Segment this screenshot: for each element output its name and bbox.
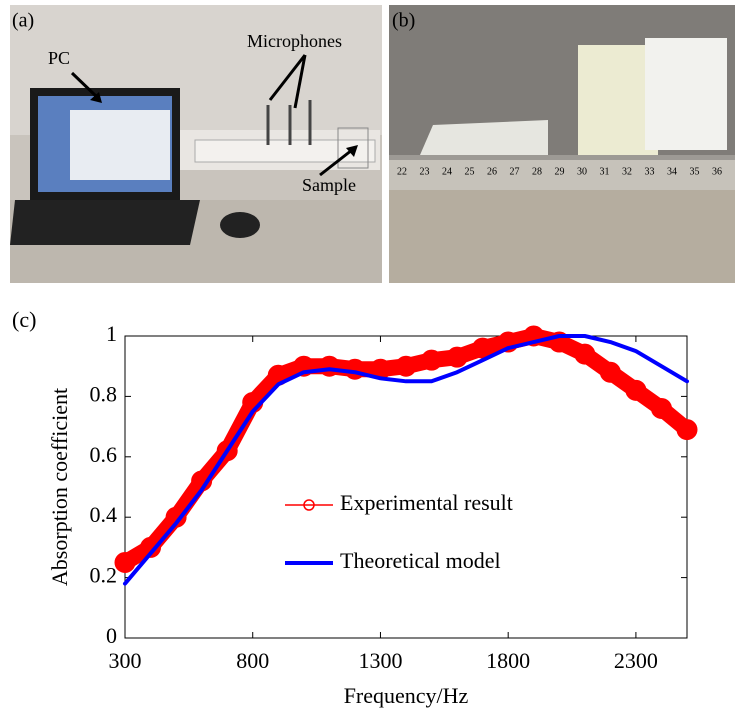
data-point [114,552,136,573]
ruler-label: 23 [420,166,430,177]
y-axis-label: Absorption coefficient [47,388,72,586]
photo-b: (b) 22 23 24 25 26 27 28 29 30 31 32 33 34 35 36 [389,5,735,283]
ruler-label: 27 [510,166,520,177]
y-tick-label: 0.2 [90,563,118,588]
data-point [395,355,417,377]
data-point [599,361,621,383]
y-tick-label: 1 [106,321,117,346]
y-tick-label: 0 [106,623,117,648]
x-tick-label: 2300 [614,648,658,673]
photo-a: (a) PC Microphones Sample [10,5,382,283]
x-tick-label: 1300 [358,648,402,673]
ruler-label: 22 [397,166,407,177]
data-point [650,397,672,419]
data-point [344,358,366,380]
ruler-label: 36 [712,166,722,177]
y-tick-label: 0.6 [90,442,118,467]
legend-label: Theoretical model [340,548,501,573]
plot-frame [124,335,688,639]
ruler-label: 32 [622,166,632,177]
data-point [421,349,443,371]
panel-label: (a) [12,10,34,32]
annotation: PC [48,48,70,68]
x-tick-label: 800 [236,648,269,673]
annotation: Microphones [247,31,342,51]
data-point [625,379,647,401]
data-point [140,536,162,558]
panel-label: (c) [12,307,36,332]
ruler-label: 30 [577,166,587,177]
ruler-label: 26 [487,166,497,177]
ruler-label: 28 [532,166,542,177]
ruler-label: 34 [667,166,677,177]
ruler-label: 25 [465,166,475,177]
series-line [123,334,689,586]
legend-label: Experimental result [340,490,513,515]
x-axis-label: Frequency/Hz [344,683,469,708]
data-point [676,419,698,441]
ruler-label: 33 [645,166,655,177]
ruler-label: 29 [555,166,565,177]
ruler-label: 31 [600,166,610,177]
y-tick-label: 0.8 [90,381,118,406]
x-tick-label: 1800 [486,648,530,673]
ruler-label: 24 [442,166,452,177]
data-point [165,506,187,528]
data-point [446,346,468,368]
x-tick-label: 300 [109,648,142,673]
data-point [574,343,596,365]
panel-label: (b) [392,10,415,32]
ruler-label: 35 [690,166,700,177]
legend-marker [303,499,315,511]
annotation: Sample [302,175,356,195]
y-tick-label: 0.4 [90,502,118,527]
chart: (c) 300 800 1300 1800 2300 0 0.2 0.4 0.6 0.8 1 Freq… [12,307,698,708]
data-point [318,355,340,377]
